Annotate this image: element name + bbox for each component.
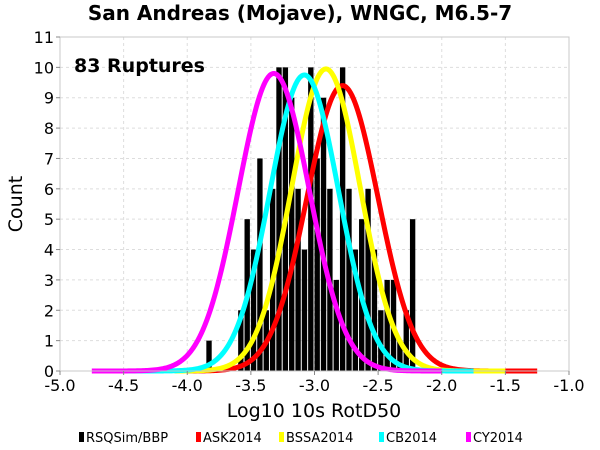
histogram-bar bbox=[378, 310, 384, 371]
histogram-bar bbox=[333, 279, 339, 371]
legend-swatch bbox=[279, 432, 284, 442]
histogram-bar bbox=[365, 188, 371, 371]
y-tick-label: 0 bbox=[44, 362, 54, 381]
histogram-bar bbox=[397, 340, 403, 371]
legend-entry: ASK2014 bbox=[203, 431, 262, 446]
histogram-bar bbox=[384, 279, 390, 371]
y-axis-ticks: 0 1 2 3 4 5 6 7 8 9 10 11 bbox=[34, 28, 60, 381]
legend-swatch bbox=[379, 432, 384, 442]
legend-swatch bbox=[466, 432, 471, 442]
x-axis-label: Log10 10s RotD50 bbox=[227, 400, 402, 422]
legend-entry: RSQSim/BBP bbox=[86, 431, 168, 446]
legend-entry: CY2014 bbox=[473, 431, 523, 446]
rupture-count-annotation: 83 Ruptures bbox=[74, 55, 205, 77]
histogram-bar bbox=[409, 219, 416, 371]
y-tick-label: 5 bbox=[44, 210, 54, 229]
histogram-bar bbox=[206, 340, 212, 371]
x-tick-label: -1.0 bbox=[553, 376, 584, 395]
y-tick-label: 11 bbox=[34, 28, 54, 47]
histogram-bar bbox=[320, 97, 327, 372]
histogram-bar bbox=[301, 249, 308, 371]
legend-swatch bbox=[79, 432, 84, 442]
histogram-bar bbox=[308, 67, 314, 371]
histogram-bar bbox=[352, 249, 359, 371]
histogram-bar bbox=[238, 310, 244, 371]
series-line-cy2014 bbox=[90, 70, 443, 374]
y-tick-label: 3 bbox=[44, 271, 54, 290]
x-tick-label: -5.0 bbox=[44, 376, 75, 395]
x-axis-ticks: -5.0 -4.5 -4.0 -3.5 -3.0 -2.5 -2.0 -1.5 -1.0 bbox=[44, 371, 585, 395]
legend: RSQSim/BBP ASK2014 BSSA2014 CB2014 CY2014 bbox=[79, 431, 523, 446]
y-tick-label: 8 bbox=[44, 119, 54, 138]
y-tick-label: 10 bbox=[34, 58, 54, 77]
x-tick-label: -4.5 bbox=[108, 376, 139, 395]
y-axis-label: Count bbox=[5, 176, 27, 232]
histogram-bar bbox=[314, 158, 320, 371]
y-tick-label: 9 bbox=[44, 89, 54, 108]
y-tick-label: 2 bbox=[44, 301, 54, 320]
histogram-bar bbox=[276, 67, 282, 371]
x-tick-label: -3.0 bbox=[299, 376, 330, 395]
chart-title: San Andreas (Mojave), WNGC, M6.5-7 bbox=[88, 1, 512, 25]
histogram-bar bbox=[250, 249, 257, 371]
y-tick-label: 7 bbox=[44, 149, 54, 168]
y-tick-label: 1 bbox=[44, 332, 54, 351]
legend-entry: BSSA2014 bbox=[286, 431, 353, 446]
legend-swatch bbox=[196, 432, 201, 442]
x-tick-label: -2.0 bbox=[426, 376, 457, 395]
x-tick-label: -3.5 bbox=[235, 376, 266, 395]
histogram-bar bbox=[295, 188, 301, 371]
histogram-bar bbox=[289, 97, 295, 372]
y-tick-label: 6 bbox=[44, 180, 54, 199]
legend-entry: CB2014 bbox=[386, 431, 437, 446]
histogram-bar bbox=[257, 158, 263, 371]
histogram-bar bbox=[346, 188, 352, 371]
x-tick-label: -4.0 bbox=[172, 376, 203, 395]
x-tick-label: -2.5 bbox=[363, 376, 394, 395]
histogram-bar bbox=[403, 310, 409, 371]
histogram-bar bbox=[371, 249, 378, 371]
x-tick-label: -1.5 bbox=[490, 376, 521, 395]
y-tick-label: 4 bbox=[44, 241, 54, 260]
